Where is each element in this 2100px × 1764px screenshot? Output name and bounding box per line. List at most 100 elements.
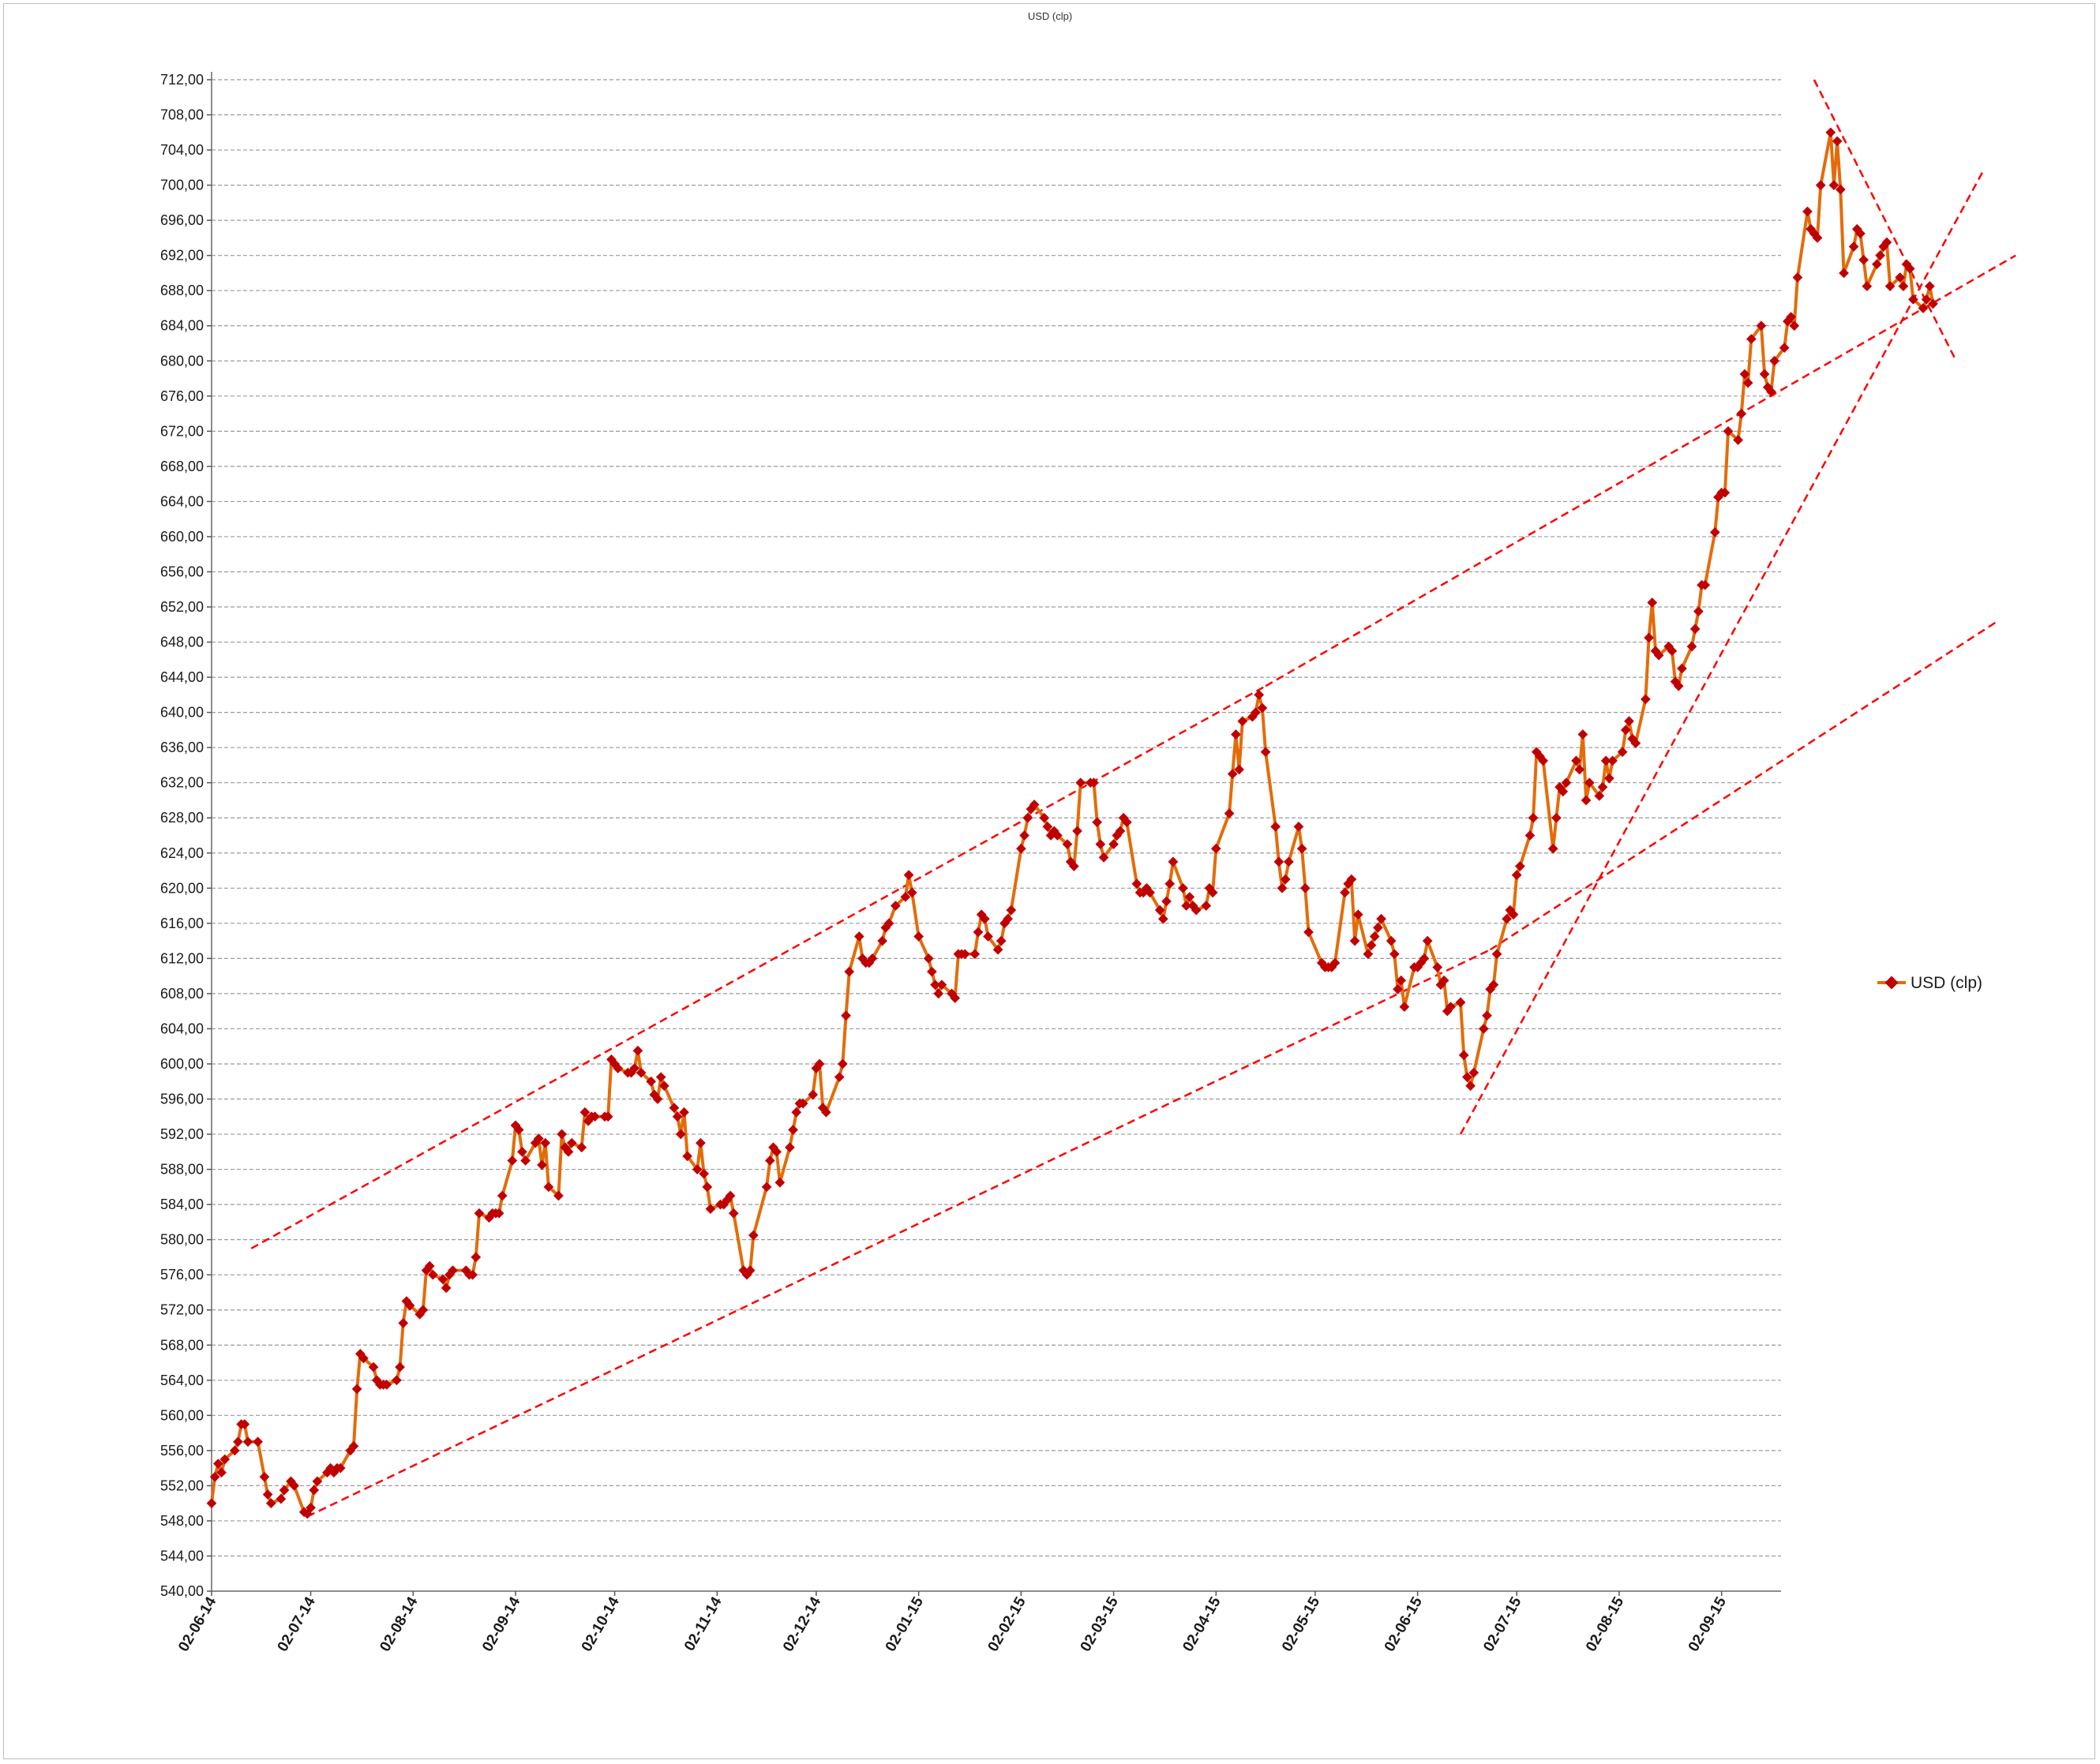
y-tick-label: 628,00: [160, 810, 204, 826]
data-point: [1419, 953, 1430, 964]
y-tick-label: 544,00: [160, 1548, 204, 1564]
data-point: [1446, 1002, 1456, 1012]
data-point: [930, 979, 940, 991]
data-point: [1832, 136, 1843, 147]
data-point: [936, 979, 947, 991]
data-point: [1164, 878, 1176, 889]
y-tick-label: 668,00: [160, 459, 204, 474]
data-point: [1524, 830, 1536, 841]
data-point: [1898, 281, 1909, 292]
data-point: [1815, 180, 1826, 190]
data-point: [557, 1129, 568, 1140]
data-point: [1254, 689, 1265, 700]
y-tick-label: 688,00: [160, 283, 204, 298]
data-point: [814, 1058, 825, 1069]
data-point: [1115, 826, 1126, 837]
y-tick-label: 556,00: [160, 1443, 204, 1459]
data-point: [1296, 843, 1307, 854]
trend-line-channel-lower: [306, 949, 1491, 1518]
data-point: [1284, 856, 1294, 867]
data-point: [1792, 272, 1803, 283]
data-point: [1201, 901, 1212, 911]
legend-label: USD (clp): [1911, 974, 1982, 992]
data-point: [1386, 935, 1397, 946]
data-point: [696, 1137, 706, 1148]
data-point: [1145, 887, 1155, 898]
data-point: [1812, 233, 1823, 243]
data-point: [844, 966, 855, 977]
data-point: [1653, 650, 1664, 661]
data-point: [877, 935, 887, 946]
legend-marker-swatch: [1884, 976, 1899, 990]
data-point: [761, 1182, 772, 1193]
data-point: [1647, 597, 1658, 608]
data-point: [1052, 830, 1063, 841]
data-point: [1881, 237, 1892, 248]
y-tick-label: 684,00: [160, 318, 204, 334]
data-point: [1769, 355, 1779, 366]
data-point: [1042, 822, 1053, 832]
data-point: [1855, 228, 1866, 239]
trend-line-channel-upper: [250, 685, 1266, 1249]
data-point: [1095, 839, 1106, 849]
y-tick-label: 548,00: [160, 1513, 204, 1529]
x-tick-labels: 02-06-14 02-07-14 02-08-14 02-09-14 02-10-14…: [175, 1594, 1730, 1655]
data-point: [1739, 369, 1750, 380]
data-point: [959, 949, 970, 960]
data-point: [1689, 624, 1701, 635]
data-point: [1835, 184, 1846, 195]
data-point: [1455, 997, 1466, 1008]
data-point: [1508, 909, 1519, 920]
data-point: [1581, 795, 1592, 806]
data-point: [1092, 817, 1103, 828]
data-point: [890, 901, 901, 911]
data-point: [1072, 826, 1082, 837]
gridlines: [207, 79, 1781, 1592]
data-point: [1432, 962, 1443, 972]
chart-frame: [3, 3, 2095, 1759]
data-point: [1121, 817, 1132, 828]
data-point: [1039, 812, 1050, 823]
data-point: [1373, 923, 1383, 933]
y-tick-label: 592,00: [160, 1126, 204, 1142]
data-point: [1723, 425, 1734, 436]
data-point: [1329, 957, 1341, 968]
y-tick-label: 676,00: [160, 388, 204, 404]
y-tick-label: 624,00: [160, 845, 204, 861]
y-tick-label: 620,00: [160, 880, 204, 896]
axes: [211, 72, 1781, 1596]
data-point: [265, 1498, 276, 1509]
data-point: [1157, 913, 1168, 924]
data-point: [507, 1155, 518, 1166]
y-tick-label: 648,00: [160, 635, 204, 650]
data-point: [1482, 1010, 1492, 1021]
data-point: [1396, 975, 1407, 986]
data-point: [1759, 369, 1770, 380]
data-point: [764, 1155, 775, 1166]
y-tick-label: 656,00: [160, 564, 204, 579]
x-tick-label: 02-11-14: [681, 1594, 726, 1654]
data-point: [821, 1107, 831, 1118]
data-point: [1393, 983, 1403, 994]
y-tick-label: 604,00: [160, 1021, 204, 1036]
y-tick-label: 576,00: [160, 1267, 204, 1283]
y-tick-label: 636,00: [160, 740, 204, 755]
data-point: [1352, 909, 1363, 920]
y-tick-label: 704,00: [160, 142, 204, 158]
data-point: [669, 1103, 680, 1114]
data-point: [1299, 882, 1311, 893]
data-point: [1736, 408, 1747, 419]
data-point: [1848, 242, 1859, 252]
data-point: [441, 1283, 452, 1294]
data-point: [1161, 896, 1172, 907]
y-tick-label: 580,00: [160, 1232, 204, 1248]
y-tick-label: 640,00: [160, 705, 204, 721]
data-point: [576, 1142, 587, 1153]
data-point: [1340, 887, 1350, 898]
data-point: [1465, 1080, 1476, 1092]
data-point: [1547, 843, 1558, 854]
data-point: [259, 1471, 270, 1482]
data-point: [1491, 949, 1502, 960]
data-point: [1468, 1067, 1479, 1078]
